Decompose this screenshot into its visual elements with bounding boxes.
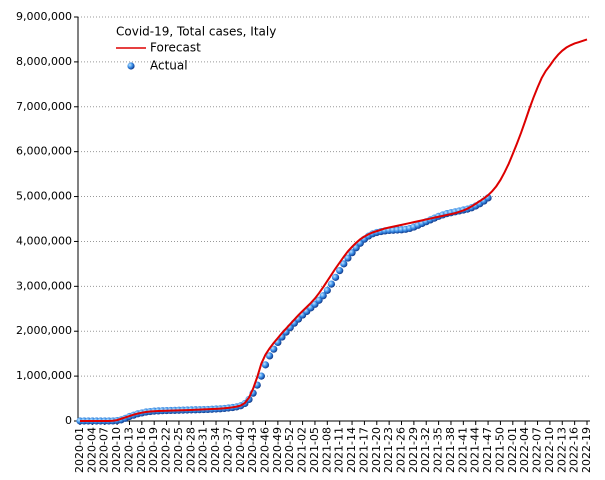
x-tick-label: 2021-47	[481, 427, 494, 473]
x-tick-label: 2022-04	[518, 427, 531, 473]
x-tick-label: 2020-25	[172, 427, 185, 473]
y-tick-label: 2,000,000	[16, 324, 72, 337]
y-tick-label: 4,000,000	[16, 234, 72, 247]
x-tick-label: 2020-28	[184, 427, 197, 473]
x-tick-label: 2021-26	[395, 427, 408, 473]
x-tick-label: 2020-46	[258, 427, 271, 473]
data-point	[270, 345, 278, 353]
x-tick-label: 2020-49	[271, 427, 284, 473]
x-tick-label: 2020-31	[197, 427, 210, 473]
x-tick-label: 2020-13	[122, 427, 135, 473]
x-tick-label: 2020-37	[221, 427, 234, 473]
y-tick-label: 6,000,000	[16, 145, 72, 158]
x-tick-label: 2020-19	[147, 427, 160, 473]
x-tick-label: 2022-13	[555, 427, 568, 473]
data-point	[344, 254, 352, 262]
data-point	[319, 292, 327, 300]
legend-label: Forecast	[150, 41, 201, 55]
x-tick-label: 2020-34	[209, 427, 222, 473]
x-tick-label: 2020-04	[85, 427, 98, 473]
x-tick-label: 2021-11	[333, 427, 346, 473]
x-tick-label: 2021-23	[382, 427, 395, 473]
data-point	[327, 280, 336, 288]
x-tick-label: 2022-07	[531, 427, 544, 473]
x-tick-label: 2020-10	[110, 427, 123, 473]
x-tick-label: 2021-44	[469, 427, 482, 473]
x-tick-label: 2021-14	[345, 427, 358, 473]
x-tick-label: 2020-40	[234, 427, 247, 473]
legend-title: Covid-19, Total cases, Italy	[116, 25, 276, 39]
x-tick-label: 2020-01	[73, 427, 86, 473]
x-tick-label: 2022-19	[580, 427, 593, 473]
x-tick-label: 2021-50	[493, 427, 506, 473]
data-point	[336, 267, 344, 275]
x-tick-label: 2021-38	[444, 427, 457, 473]
data-point	[261, 361, 270, 369]
data-point	[348, 249, 356, 257]
x-tick-label: 2021-17	[357, 427, 370, 473]
x-tick-label: 2021-35	[432, 427, 445, 473]
x-tick-label: 2021-41	[456, 427, 469, 473]
data-point	[323, 286, 331, 294]
x-tick-label: 2020-43	[246, 427, 259, 473]
y-tick-label: 7,000,000	[16, 100, 72, 113]
x-tick-label: 2021-32	[419, 427, 432, 473]
x-tick-label: 2022-01	[506, 427, 519, 473]
legend: Covid-19, Total cases, Italy Forecast Act…	[116, 25, 276, 73]
data-point	[331, 273, 340, 281]
x-tick-label: 2021-20	[370, 427, 383, 473]
legend-swatch	[127, 62, 135, 70]
y-tick-label: 3,000,000	[16, 279, 72, 292]
x-tick-label: 2020-52	[283, 427, 296, 473]
y-tick-label: 9,000,000	[16, 10, 72, 23]
x-tick-label: 2020-22	[160, 427, 173, 473]
y-tick-label: 8,000,000	[16, 55, 72, 68]
data-point	[257, 372, 265, 380]
y-tick-label: 0	[65, 414, 72, 427]
x-tick-label: 2022-10	[543, 427, 556, 473]
data-point	[266, 352, 274, 360]
x-tick-label: 2020-16	[135, 427, 148, 473]
x-tick-label: 2021-02	[296, 427, 309, 473]
x-tick-label: 2020-07	[98, 427, 111, 473]
x-tick-label: 2021-05	[308, 427, 321, 473]
y-tick-label: 1,000,000	[16, 369, 72, 382]
legend-label: Actual	[150, 59, 188, 73]
data-point	[340, 260, 348, 268]
series-line	[80, 38, 588, 422]
y-tick-label: 5,000,000	[16, 190, 72, 203]
x-tick-label: 2021-08	[320, 427, 333, 473]
x-tick-label: 2021-29	[407, 427, 420, 473]
x-tick-label: 2022-16	[568, 427, 581, 473]
